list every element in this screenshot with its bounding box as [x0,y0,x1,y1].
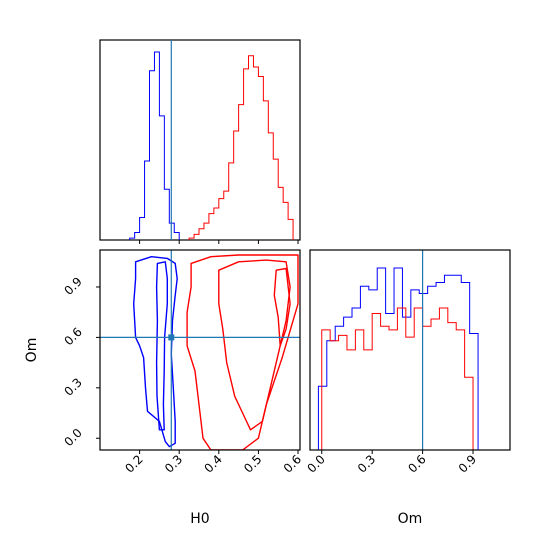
contour-blue-level-2 [155,261,169,431]
h0-histogram-frame [99,39,301,241]
contour-x-tick-label: 0.5 [241,452,264,475]
contour-y-tick-label: 0.3 [61,375,84,398]
contour-y-tick-label: 0.9 [61,274,84,297]
om-histogram-series [310,250,487,451]
om-histogram-blue-series [310,267,487,451]
om-histogram-panel: 0.0 0.3 0.6 0.9 Om [304,249,511,527]
contour-x-tick-label: 0.3 [162,452,185,475]
h0-histogram-panel [99,39,301,244]
contour-x-tick-label: 0.2 [122,452,145,475]
contour-frame [99,249,301,451]
h0-histogram-ticks [139,240,299,244]
om-histogram-ticks: 0.0 0.3 0.6 0.9 [304,450,479,476]
contour-ticks: 0.2 0.3 0.4 0.5 0.6 0.0 0.3 0.6 0.9 [61,274,304,475]
contour-red-level-2 [218,259,291,431]
om-histogram-red-series [321,307,482,451]
contour-red-level-1 [186,254,299,450]
contour-series [100,250,300,450]
contour-y-tick-label: 0.0 [61,426,84,449]
h0-histogram-series [129,40,294,240]
x-axis-label-om: Om [398,511,423,527]
om-histogram-x-tick-label: 0.6 [405,452,428,475]
om-histogram-x-tick-label: 0.9 [456,452,479,475]
y-axis-label-om: Om [24,338,40,363]
contour-blue-level-1 [132,256,178,448]
contour-x-tick-label: 0.4 [202,452,225,475]
om-histogram-frame [309,249,511,451]
contour-panel: 0.2 0.3 0.4 0.5 0.6 0.0 0.3 0.6 0.9 H0 Om [24,249,304,527]
om-histogram-x-tick-label: 0.3 [355,452,378,475]
x-axis-label-h0: H0 [190,511,209,527]
h0-histogram-red-series [188,55,294,240]
om-histogram-x-tick-label: 0.0 [304,452,327,475]
contour-x-tick-label: 0.6 [281,452,304,475]
contour-y-tick-label: 0.6 [61,325,84,348]
contour-truth-marker [168,334,175,341]
